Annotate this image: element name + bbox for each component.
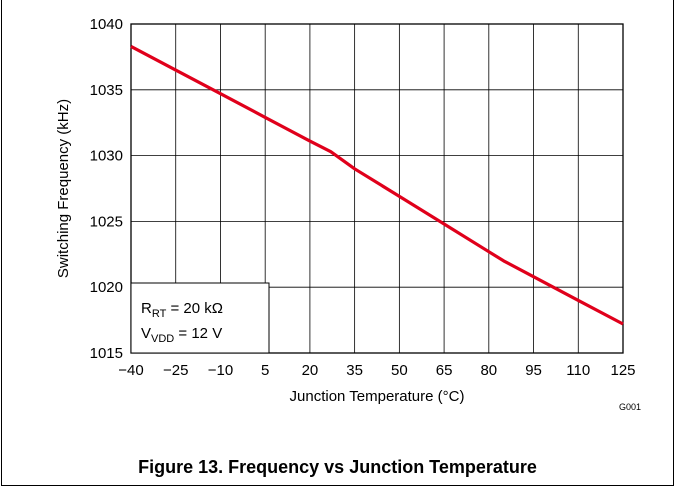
legend-vvdd-sub: VDD <box>151 333 174 345</box>
plot-frame <box>130 23 624 354</box>
x-axis-label: Junction Temperature (°C) <box>290 388 465 405</box>
legend: RRT = 20 kΩ VVDD = 12 V <box>130 282 270 354</box>
x-tick-label: −40 <box>118 362 143 379</box>
figure-id: G001 <box>619 402 641 412</box>
series-line <box>130 44 624 326</box>
x-tick-label: −25 <box>163 362 188 379</box>
y-tick-label: 1030 <box>90 148 123 165</box>
legend-entry-vvdd: VVDD = 12 V <box>141 325 222 345</box>
x-tick-label: 125 <box>610 362 635 379</box>
x-tick-label: 50 <box>391 362 408 379</box>
frequency-vs-temperature-chart: −40 −25 −10 5 20 35 50 65 80 95 110 125 1015 1020 102… <box>55 16 641 412</box>
legend-rrt-value: = 20 kΩ <box>166 300 223 317</box>
y-axis-label: Switching Frequency (kHz) <box>55 99 72 278</box>
legend-rrt-sub: RT <box>152 308 167 320</box>
legend-entry-rrt: RRT = 20 kΩ <box>141 300 223 320</box>
figure-caption: Figure 13. Frequency vs Junction Tempera… <box>138 457 537 477</box>
series-lines <box>130 44 624 326</box>
legend-vvdd-main: V <box>141 325 151 342</box>
x-tick-label: 95 <box>525 362 542 379</box>
x-tick-label: 5 <box>261 362 269 379</box>
x-tick-label: 35 <box>346 362 363 379</box>
x-tick-label: 65 <box>436 362 453 379</box>
x-tick-label: 110 <box>566 362 590 379</box>
y-tick-label: 1020 <box>90 279 123 296</box>
legend-box <box>130 282 270 354</box>
x-tick-label: 20 <box>302 362 319 379</box>
x-tick-labels: −40 −25 −10 5 20 35 50 65 80 95 110 125 <box>118 362 635 379</box>
y-tick-label: 1015 <box>90 345 123 362</box>
x-tick-label: 80 <box>480 362 497 379</box>
y-tick-label: 1040 <box>90 16 123 33</box>
y-tick-labels: 1015 1020 1025 1030 1035 1040 <box>90 16 123 362</box>
legend-rrt-main: R <box>141 300 152 317</box>
y-tick-label: 1025 <box>90 213 123 230</box>
legend-vvdd-value: = 12 V <box>174 325 222 342</box>
x-tick-label: −10 <box>208 362 233 379</box>
y-tick-label: 1035 <box>90 82 123 99</box>
